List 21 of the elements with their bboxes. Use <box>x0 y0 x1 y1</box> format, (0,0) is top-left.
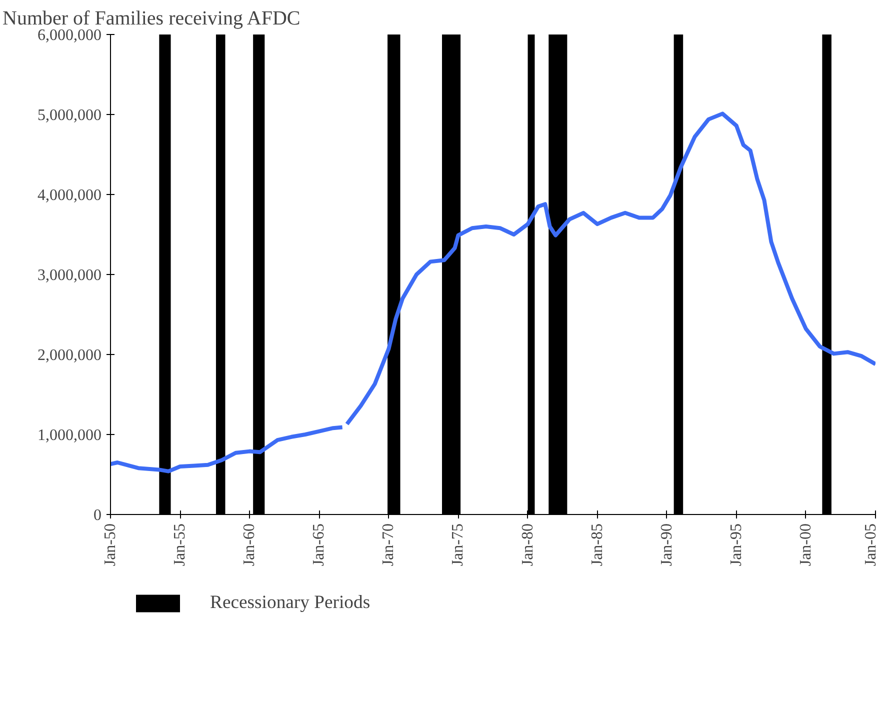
x-tick-label: Jan-75 <box>450 524 467 566</box>
chart-title: Number of Families receiving AFDC <box>2 8 300 30</box>
y-tick-label: 4,000,000 <box>38 187 102 204</box>
y-tick-label: 3,000,000 <box>38 267 102 284</box>
x-tick-label: Jan-65 <box>310 524 328 566</box>
x-tick-label: Jan-95 <box>728 524 745 566</box>
y-tick-label: 1,000,000 <box>38 427 102 444</box>
y-tick-label: 2,000,000 <box>38 347 102 364</box>
x-tick-label: Jan-60 <box>241 524 258 566</box>
x-tick-label: Jan-00 <box>797 524 814 566</box>
legend-label: Recessionary Periods <box>210 592 370 614</box>
y-tick-label: 6,000,000 <box>38 27 102 44</box>
x-tick-label: Jan-55 <box>172 524 189 566</box>
y-tick-label: 0 <box>94 507 102 524</box>
x-tick-label: Jan-80 <box>519 524 536 566</box>
x-tick-label: Jan-90 <box>658 524 676 566</box>
x-tick-label: Jan-50 <box>102 524 119 566</box>
x-tick-label: Jan-05 <box>862 524 880 566</box>
y-tick-label: 5,000,000 <box>38 107 102 124</box>
x-tick-label: Jan-70 <box>380 524 398 566</box>
x-tick-label: Jan-85 <box>588 524 606 566</box>
